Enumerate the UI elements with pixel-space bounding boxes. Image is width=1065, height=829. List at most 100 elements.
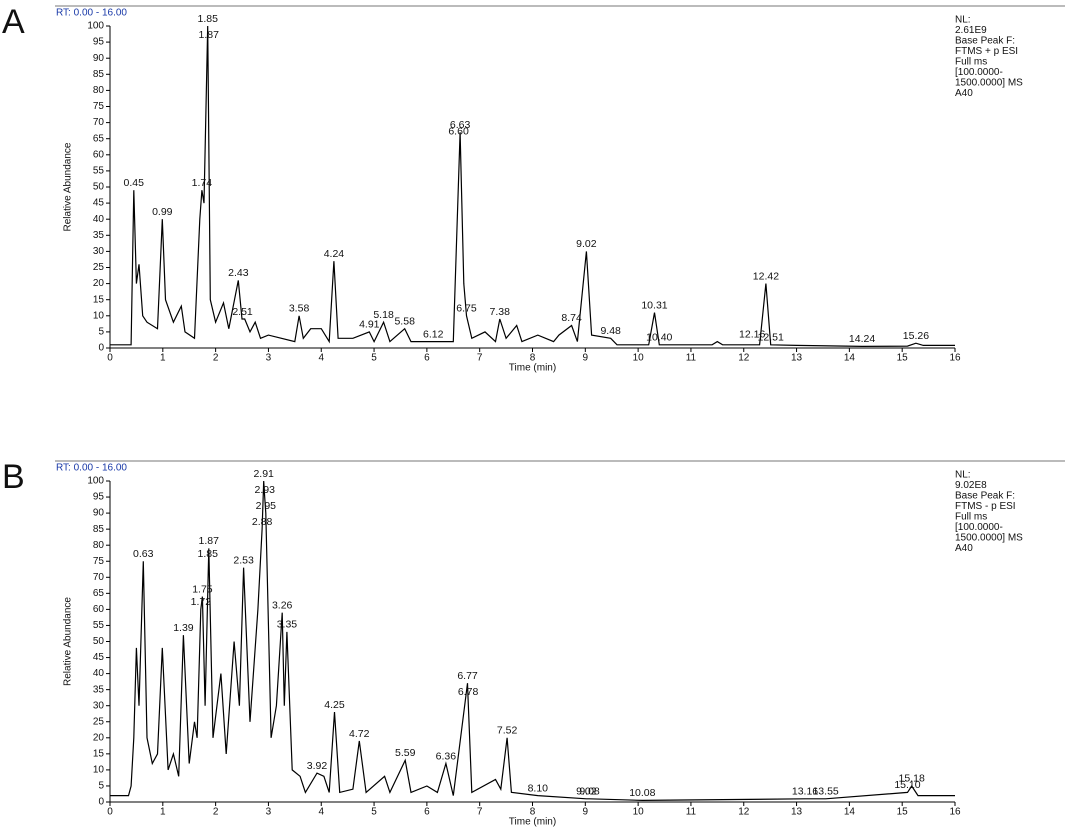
y-tick-label: 70 — [93, 572, 105, 583]
peak-label: 2.53 — [233, 554, 254, 566]
y-tick-label: 40 — [93, 214, 105, 225]
peak-label: 4.24 — [324, 248, 345, 260]
x-tick-label: 12 — [738, 807, 750, 818]
y-tick-label: 20 — [93, 732, 105, 743]
panel-label: B — [2, 458, 25, 496]
peak-label: 9.48 — [600, 325, 621, 337]
peak-label: 0.45 — [124, 177, 145, 189]
x-tick-label: 16 — [949, 353, 961, 364]
x-tick-label: 0 — [107, 807, 113, 818]
peak-label: 13.55 — [812, 786, 838, 798]
x-tick-label: 3 — [266, 807, 272, 818]
info-line: 1500.0000] MS — [955, 533, 1023, 544]
peak-label: 13.16 — [792, 786, 818, 798]
peak-label: 1.85 — [197, 13, 218, 25]
x-tick-label: 16 — [949, 807, 961, 818]
y-tick-label: 55 — [93, 620, 105, 631]
peak-label: 15.26 — [903, 330, 929, 342]
peak-label: 2.51 — [232, 306, 253, 318]
y-tick-label: 20 — [93, 278, 105, 289]
peak-label: 9.02 — [576, 238, 597, 250]
x-tick-label: 7 — [477, 353, 483, 364]
peak-label: 3.58 — [289, 303, 310, 315]
info-line: NL: — [955, 470, 971, 481]
x-tick-label: 1 — [160, 353, 166, 364]
y-tick-label: 85 — [93, 524, 105, 535]
peak-label: 12.16 — [739, 328, 765, 340]
y-tick-label: 25 — [93, 262, 105, 273]
peak-label: 4.25 — [324, 699, 345, 711]
info-line: [100.0000- — [955, 67, 1003, 78]
peak-label: 3.92 — [307, 760, 328, 772]
y-tick-label: 35 — [93, 230, 105, 241]
x-tick-label: 14 — [844, 807, 856, 818]
trace-line — [110, 25, 955, 348]
peak-label: 1.87 — [199, 535, 220, 547]
y-tick-label: 75 — [93, 101, 105, 112]
peak-label: 15.10 — [894, 779, 920, 791]
peak-label: 2.43 — [228, 267, 249, 279]
peak-label: 1.87 — [199, 29, 220, 41]
peak-label: 10.31 — [641, 299, 667, 311]
peak-label: 8.10 — [528, 782, 549, 794]
y-tick-label: 80 — [93, 85, 105, 96]
peak-label: 3.26 — [272, 599, 293, 611]
x-tick-label: 15 — [897, 807, 909, 818]
peak-label: 10.40 — [646, 332, 672, 344]
x-tick-label: 9 — [583, 353, 589, 364]
x-tick-label: 3 — [266, 353, 272, 364]
peak-label: 1.72 — [191, 596, 212, 608]
info-line: Full ms — [955, 512, 987, 523]
x-tick-label: 5 — [371, 807, 377, 818]
peak-label: 5.59 — [395, 747, 416, 759]
info-line: FTMS + p ESI — [955, 46, 1018, 57]
info-line: A40 — [955, 543, 973, 554]
info-line: NL: — [955, 15, 971, 26]
peak-label: 5.18 — [373, 309, 394, 321]
peak-label: 6.78 — [458, 686, 479, 698]
y-tick-label: 100 — [87, 476, 104, 487]
y-tick-label: 5 — [98, 781, 104, 792]
y-tick-label: 40 — [93, 668, 105, 679]
y-tick-label: 0 — [98, 343, 104, 354]
peak-label: 5.58 — [394, 315, 415, 327]
x-tick-label: 15 — [897, 353, 909, 364]
y-tick-label: 60 — [93, 149, 105, 160]
y-tick-label: 45 — [93, 198, 105, 209]
y-tick-label: 50 — [93, 636, 105, 647]
x-axis-label: Time (min) — [509, 817, 556, 828]
y-tick-label: 55 — [93, 166, 105, 177]
y-tick-label: 10 — [93, 310, 105, 321]
y-tick-label: 30 — [93, 700, 105, 711]
info-line: Base Peak F: — [955, 36, 1015, 47]
peak-label: 9.02 — [576, 786, 597, 798]
peak-label: 1.74 — [192, 177, 213, 189]
peak-label: 0.99 — [152, 206, 173, 218]
peak-label: 0.63 — [133, 548, 154, 560]
y-tick-label: 95 — [93, 492, 105, 503]
y-tick-label: 60 — [93, 604, 105, 615]
peak-label: 14.24 — [849, 333, 875, 345]
peak-label: 4.91 — [359, 319, 380, 331]
x-tick-label: 4 — [318, 807, 324, 818]
y-tick-label: 70 — [93, 117, 105, 128]
x-tick-label: 13 — [791, 807, 803, 818]
y-tick-label: 65 — [93, 588, 105, 599]
info-line: Base Peak F: — [955, 491, 1015, 502]
x-tick-label: 12 — [738, 353, 750, 364]
y-tick-label: 95 — [93, 37, 105, 48]
x-tick-label: 7 — [477, 807, 483, 818]
y-tick-label: 0 — [98, 797, 104, 808]
peak-label: 9.08 — [579, 786, 600, 798]
y-tick-label: 90 — [93, 53, 105, 64]
info-line: [100.0000- — [955, 522, 1003, 533]
peak-label: 12.51 — [758, 332, 784, 344]
range-label: RT: 0.00 - 16.00 — [56, 8, 127, 19]
x-tick-label: 6 — [424, 353, 430, 364]
y-tick-label: 10 — [93, 765, 105, 776]
peak-label: 6.77 — [457, 670, 478, 682]
info-line: 1500.0000] MS — [955, 78, 1023, 89]
info-line: FTMS - p ESI — [955, 501, 1016, 512]
y-axis-label: Relative Abundance — [63, 142, 74, 231]
